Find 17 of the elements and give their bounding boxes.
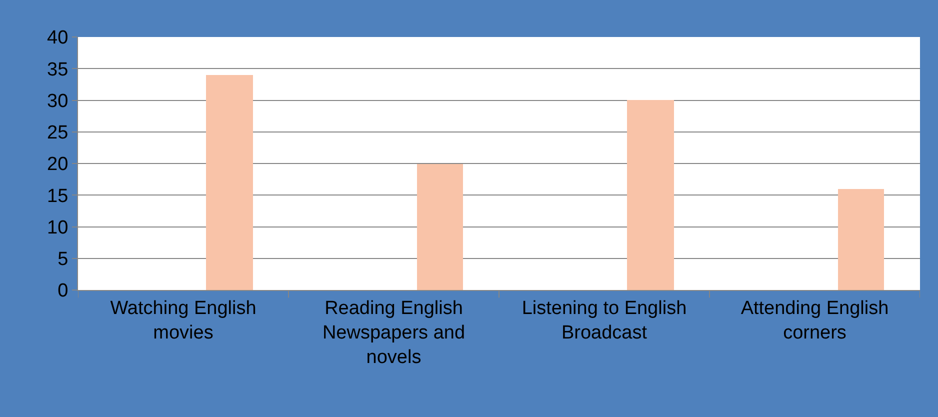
y-tick-label: 5 [58, 249, 68, 270]
y-tick-label: 0 [58, 280, 68, 302]
x-tick-label: Reading English Newspapers and novels [322, 298, 466, 368]
y-tick-label: 15 [47, 186, 68, 207]
y-tick-label: 25 [47, 122, 68, 144]
bar [417, 164, 463, 290]
y-tick-label: 40 [47, 28, 68, 49]
bar [627, 100, 674, 290]
y-tick-label: 35 [47, 59, 68, 80]
x-tick-label: Watching English movies [110, 298, 256, 344]
x-tick-label: Listening to English Broadcast [522, 298, 687, 344]
y-tick-label: 10 [47, 217, 68, 238]
bar [206, 75, 253, 290]
bar [838, 189, 884, 290]
x-tick-label: Attending English corners [740, 298, 889, 344]
y-tick-label: 30 [47, 90, 68, 112]
y-tick-label: 20 [47, 154, 68, 176]
